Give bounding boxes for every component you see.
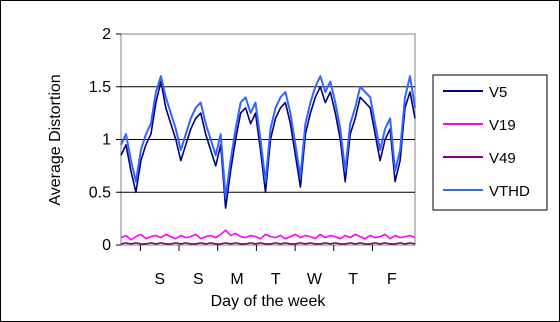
x-tick-label: W [307, 271, 323, 288]
series-line-v49 [120, 242, 416, 245]
x-tick-label: S [154, 271, 165, 288]
y-tick-label: 0 [102, 237, 111, 254]
x-tick-label: M [230, 271, 243, 288]
series-line-vthd [120, 75, 416, 199]
x-tick-label: S [193, 271, 204, 288]
x-tick-label: F [387, 271, 397, 288]
legend-label-v49: V49 [489, 150, 516, 167]
legend-label-vthd: VTHD [489, 183, 530, 200]
gridlines [121, 86, 415, 193]
y-tick-label: 1 [102, 132, 111, 149]
legend-label-v5: V5 [489, 84, 507, 101]
legend: V5 V19 V49 VTHD [443, 84, 530, 200]
legend-box [432, 74, 548, 211]
x-tick-label: T [271, 271, 281, 288]
series-line-v19 [120, 229, 416, 241]
legend-label-v19: V19 [489, 117, 516, 134]
y-tick-label: 2 [102, 26, 111, 43]
y-tick-label: 0.5 [89, 184, 111, 201]
x-axis-label: Day of the week [211, 293, 327, 310]
y-axis-ticks: 0 0.5 1 1.5 2 [89, 26, 121, 254]
y-tick-label: 1.5 [89, 79, 111, 96]
series-lines [120, 75, 416, 245]
x-tick-label: T [348, 271, 358, 288]
y-axis-label: Average Distortion [47, 74, 64, 205]
